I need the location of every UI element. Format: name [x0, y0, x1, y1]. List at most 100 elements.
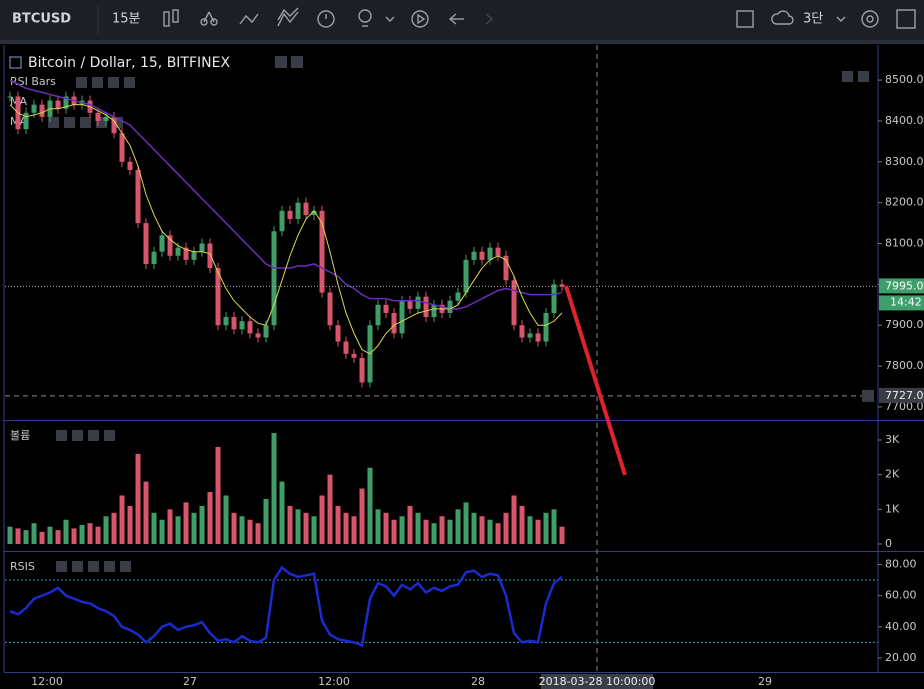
candle-body — [39, 104, 45, 117]
indicator-label[interactable]: RSI Bars — [10, 75, 56, 88]
volume-bar — [271, 433, 277, 545]
volume-bar — [223, 495, 229, 545]
volume-bar — [343, 512, 349, 545]
interval[interactable]: 15분 — [112, 12, 141, 27]
volume-bar — [535, 519, 541, 545]
candle-body — [135, 170, 141, 224]
volume-bar — [303, 512, 309, 545]
candle-body — [175, 247, 181, 256]
volume-bar — [15, 528, 21, 545]
volume-bar — [359, 488, 365, 545]
volume-bar — [215, 446, 221, 545]
volume-bar — [47, 526, 53, 545]
y-tick-label: 7900.0 — [885, 318, 924, 331]
volume-bar — [407, 505, 413, 545]
candle-body — [527, 333, 533, 338]
candle-body — [327, 292, 333, 326]
candle-body — [207, 243, 213, 269]
volume-bar — [415, 512, 421, 545]
candle-body — [63, 96, 69, 109]
candle-body — [559, 284, 565, 287]
volume-bar — [71, 528, 77, 545]
candle-body — [191, 251, 197, 260]
volume-bar — [239, 516, 245, 545]
crosshair-price-box — [879, 387, 924, 403]
candle-body — [271, 231, 277, 326]
toolbar-icons[interactable] — [163, 7, 916, 29]
pane-icon — [9, 56, 22, 69]
volume-bar — [327, 474, 333, 545]
volume-bar — [471, 512, 477, 545]
volume-bar — [143, 481, 149, 545]
candle-body — [7, 96, 13, 98]
candle-body — [215, 268, 221, 326]
y-tick-label: 1K — [885, 502, 900, 515]
volume-bar — [511, 495, 517, 545]
volume-bar — [231, 512, 237, 545]
volume-title[interactable]: 볼륨 — [10, 429, 30, 442]
x-tick-label: 12:00 — [318, 675, 350, 688]
volume-bar — [431, 523, 437, 545]
trend-drawing[interactable] — [564, 285, 627, 476]
pane-borders — [3, 45, 924, 673]
volume-bar — [375, 509, 381, 545]
candle-body — [399, 300, 405, 334]
candle-body — [119, 133, 125, 162]
candle-body — [159, 235, 165, 252]
volume-bar — [287, 505, 293, 545]
countdown-box — [879, 295, 924, 311]
volume-bar — [335, 505, 341, 545]
crosshair-add-button[interactable] — [862, 389, 874, 402]
candle-body — [375, 304, 381, 326]
volume-bar — [439, 516, 445, 545]
pane-buttons[interactable] — [48, 56, 869, 572]
x-tick-label: 27 — [183, 675, 197, 688]
volume-bar — [399, 516, 405, 545]
rsi-line — [9, 565, 563, 648]
volume-bar — [175, 516, 181, 545]
volume-bar — [479, 516, 485, 545]
volume-bar — [367, 467, 373, 545]
candle-body — [455, 292, 461, 301]
countdown-label: 14:42 — [890, 295, 922, 308]
y-tick-label: 7700.0 — [885, 400, 924, 413]
y-tick-label: 20.00 — [885, 651, 917, 664]
candle-body — [391, 312, 397, 334]
x-tick-label: 29 — [758, 675, 772, 688]
candle-body — [511, 280, 517, 326]
volume-bar — [55, 530, 61, 545]
volume-bar — [87, 523, 93, 545]
volume-bar — [151, 512, 157, 545]
candle-body — [543, 312, 549, 342]
symbol[interactable]: BTCUSD — [12, 12, 71, 27]
candle-body — [31, 104, 37, 113]
volume-bar — [255, 523, 261, 545]
volume-bar — [279, 481, 285, 545]
rsi-title[interactable]: RSIS — [10, 560, 35, 573]
chart-title[interactable]: Bitcoin / Dollar, 15, BITFINEX — [28, 55, 230, 71]
y-tick-label: 3K — [885, 433, 900, 446]
candle-body — [95, 112, 101, 121]
volume-bar — [503, 512, 509, 545]
volume-bar — [543, 512, 549, 545]
volume-bar — [23, 530, 29, 545]
layout-button[interactable]: 3단 — [803, 12, 823, 27]
candle-body — [151, 251, 157, 264]
candle-body — [167, 235, 173, 256]
volume-bar — [247, 519, 253, 545]
candle-body — [551, 284, 557, 313]
volume-bar — [383, 512, 389, 545]
candle-body — [415, 296, 421, 309]
volume-bar — [527, 516, 533, 545]
candle-body — [279, 210, 285, 232]
candle-body — [127, 161, 133, 170]
volume-bar — [311, 516, 317, 545]
candle-body — [359, 357, 365, 383]
candle-body — [471, 251, 477, 260]
volume-bar — [167, 509, 173, 545]
volume-bar — [119, 495, 125, 545]
y-tick-label: 2K — [885, 468, 900, 481]
candle-body — [239, 321, 245, 330]
